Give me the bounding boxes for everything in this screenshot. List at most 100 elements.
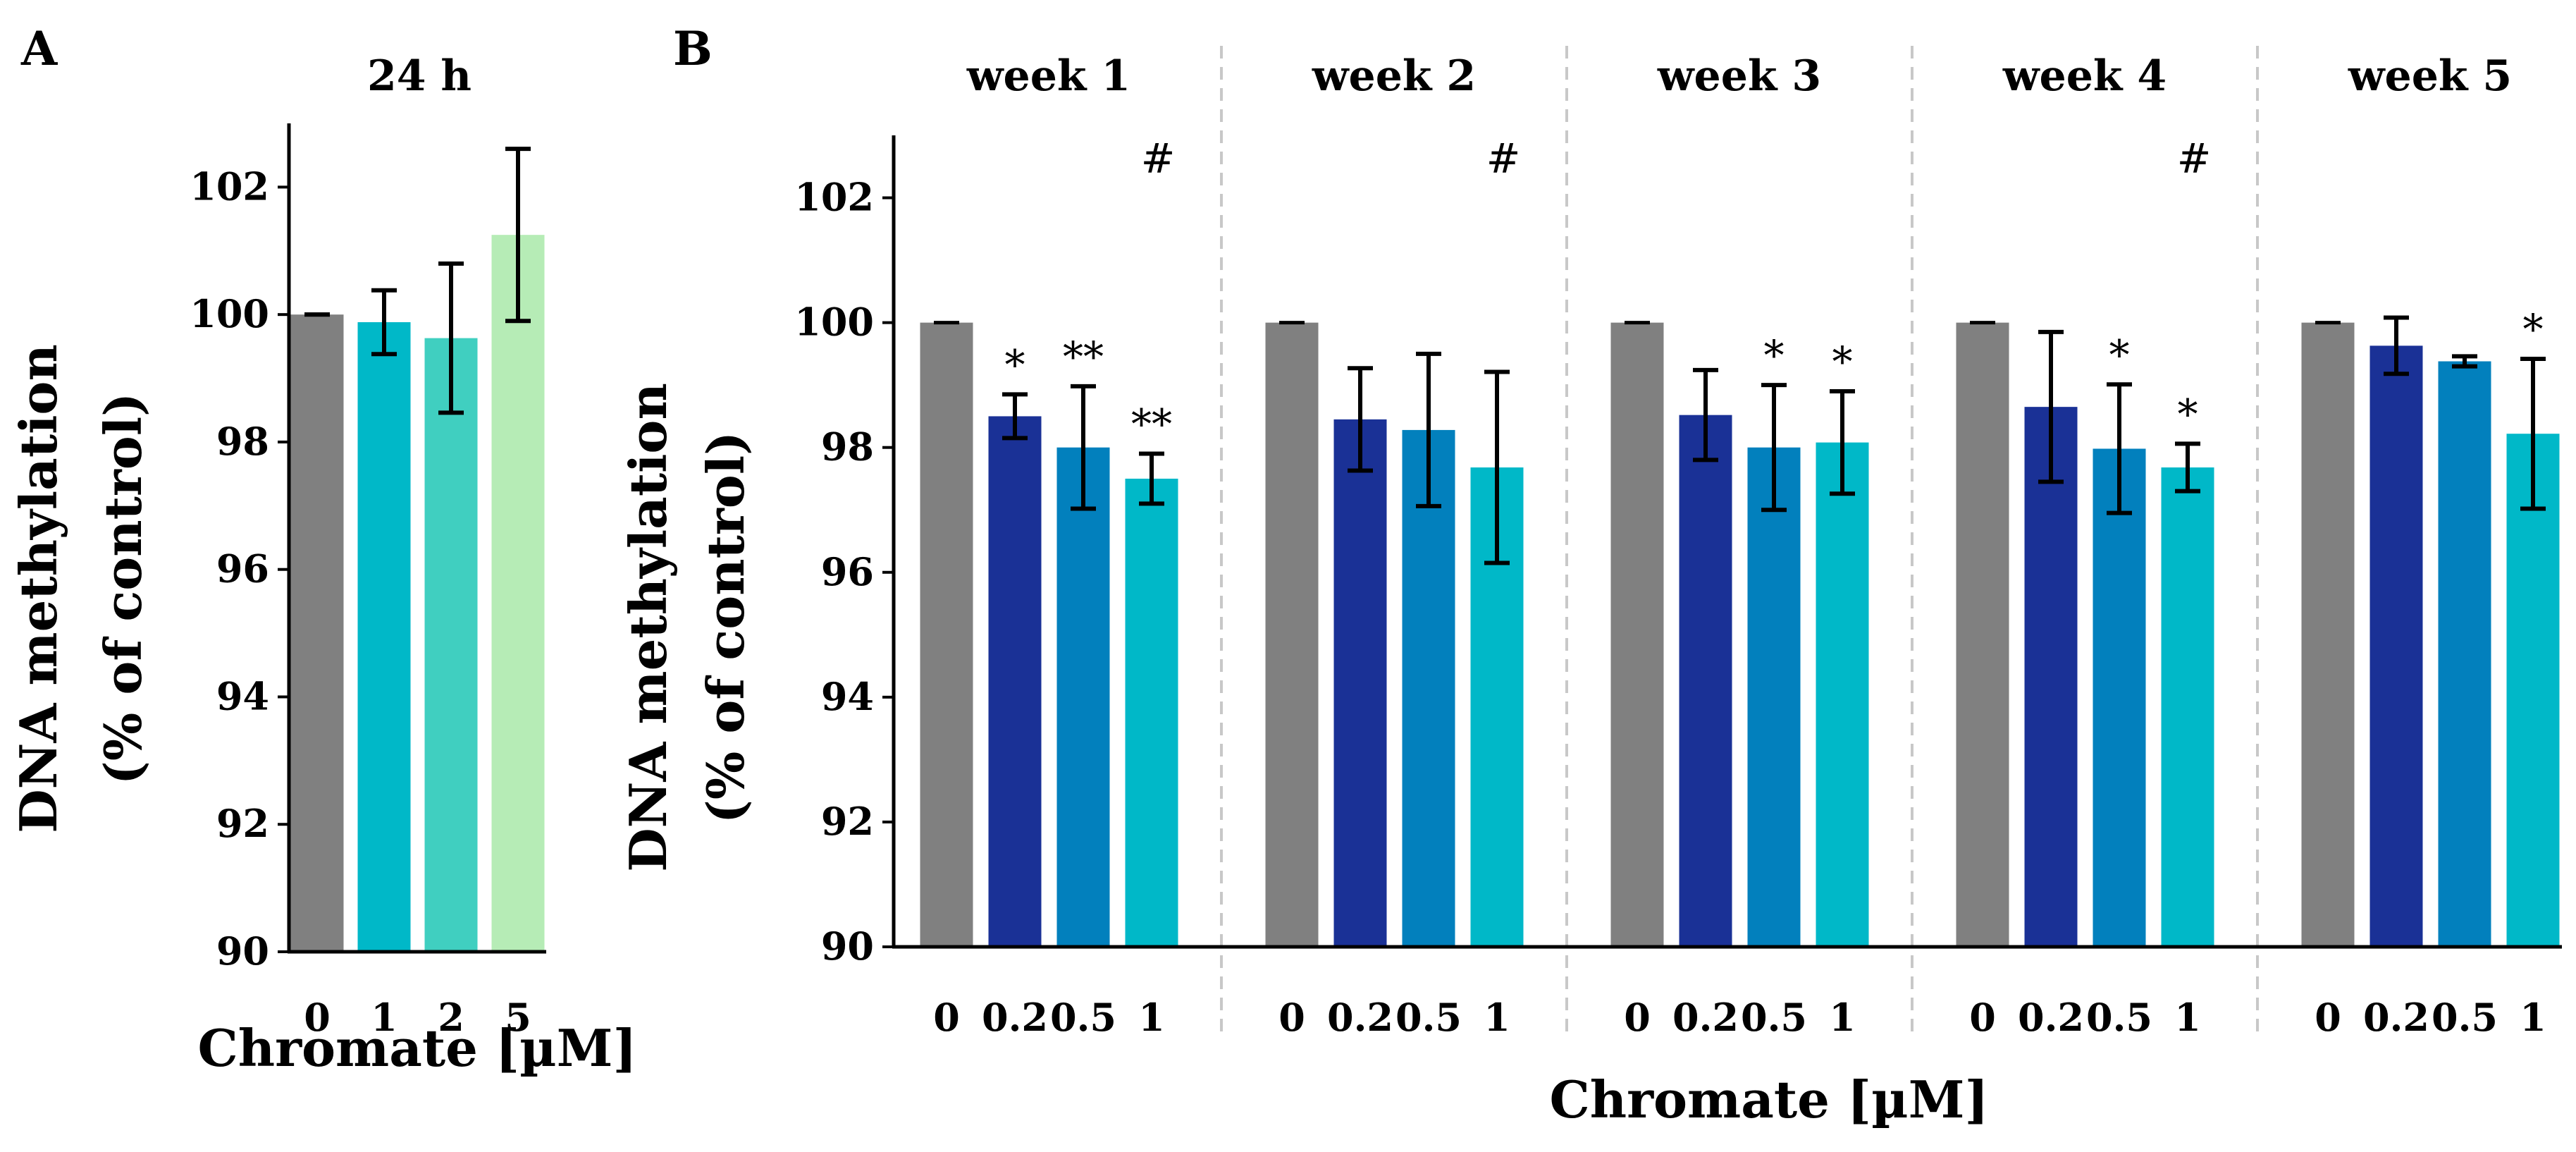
- bar: [988, 416, 1042, 947]
- significance-marker: *: [1764, 331, 1785, 379]
- significance-marker: *: [2109, 331, 2130, 379]
- significance-marker: *: [2523, 305, 2544, 353]
- x-tick-label: 0.5: [1741, 995, 1807, 1040]
- bar: [290, 314, 344, 952]
- error-bar: [1761, 383, 1787, 513]
- significance-marker: *: [1832, 338, 1853, 386]
- bar: [424, 338, 478, 952]
- x-tick-label: 0.5: [2086, 995, 2152, 1040]
- panel-a-ylabel-line2: (% of control): [93, 393, 153, 785]
- x-tick-label: 5: [505, 995, 531, 1040]
- error-bar: [2107, 382, 2132, 515]
- x-tick-label: 0.2: [2363, 995, 2429, 1040]
- bar: [1265, 322, 1319, 948]
- bar: [1679, 415, 1732, 947]
- hash-marker: #: [2177, 135, 2212, 183]
- error-bar: [1348, 366, 1373, 473]
- significance-marker: *: [2178, 390, 2198, 438]
- hash-marker: #: [1486, 135, 1521, 183]
- panel-b-ylabel-line1: DNA methylation: [618, 383, 678, 872]
- panel-label-b: B: [673, 21, 713, 76]
- panel-a-ylabel-line1: DNA methylation: [8, 344, 68, 833]
- error-bar: [1071, 384, 1096, 511]
- y-tick-label: 96: [821, 549, 874, 594]
- y-tick-label: 98: [216, 419, 269, 464]
- error-bar: [505, 147, 531, 324]
- bar: [2024, 407, 2078, 947]
- bar: [1747, 447, 1801, 947]
- week-title: week 1: [966, 51, 1130, 101]
- error-bar: [2520, 356, 2546, 511]
- y-tick-label: 92: [821, 799, 874, 844]
- x-tick-label: 0.5: [1395, 995, 1462, 1040]
- y-tick-label: 100: [794, 300, 874, 345]
- error-bar: [371, 288, 397, 357]
- error-bar: [1002, 392, 1028, 441]
- bar: [1816, 442, 1869, 947]
- x-tick-label: 0.5: [2432, 995, 2498, 1040]
- significance-marker: **: [1063, 333, 1104, 381]
- significance-marker: *: [1005, 341, 1025, 388]
- x-tick-label: 0.2: [2018, 995, 2084, 1040]
- error-bar: [1416, 351, 1441, 508]
- x-tick-label: 1: [371, 995, 398, 1040]
- bar: [357, 322, 411, 952]
- week-title: week 3: [1657, 51, 1821, 101]
- x-tick-label: 1: [2174, 995, 2201, 1040]
- hash-marker: #: [1141, 135, 1176, 183]
- y-tick-label: 102: [190, 164, 269, 209]
- x-tick-label: 1: [2520, 995, 2546, 1040]
- y-tick-label: 94: [821, 674, 874, 719]
- x-tick-label: 0: [1969, 995, 1996, 1040]
- bar: [1610, 322, 1664, 948]
- significance-marker: **: [1131, 400, 1172, 448]
- error-bar: [1484, 369, 1510, 565]
- y-tick-label: 96: [216, 546, 269, 592]
- x-tick-label: 1: [1484, 995, 1510, 1040]
- bar: [2161, 467, 2214, 947]
- x-tick-label: 0: [1624, 995, 1651, 1040]
- error-bar: [1139, 451, 1164, 506]
- week-title: week 2: [1312, 51, 1476, 101]
- error-bar: [2175, 441, 2200, 494]
- error-bar: [438, 261, 464, 415]
- panel-b-xlabel: Chromate [µM]: [1549, 1070, 1988, 1129]
- y-tick-label: 102: [794, 175, 874, 220]
- bar: [2369, 345, 2423, 947]
- panel-a-xlabel: Chromate [µM]: [197, 1018, 636, 1078]
- x-tick-label: 2: [438, 995, 464, 1040]
- bar: [1956, 322, 2009, 948]
- panel-a-title: 24 h: [367, 51, 472, 101]
- x-tick-label: 0: [304, 995, 331, 1040]
- bar: [1056, 447, 1110, 947]
- error-bar: [1830, 389, 1855, 496]
- bar: [2438, 361, 2491, 947]
- bar: [1125, 478, 1178, 947]
- error-bar: [2452, 354, 2477, 369]
- bar: [2093, 448, 2146, 947]
- y-tick-label: 94: [216, 673, 269, 718]
- bar: [2506, 434, 2560, 947]
- x-tick-label: 0.2: [1327, 995, 1393, 1040]
- y-tick-label: 90: [216, 929, 269, 974]
- bar: [2301, 322, 2355, 948]
- error-bar: [2384, 315, 2409, 376]
- x-tick-label: 0.2: [982, 995, 1048, 1040]
- bar: [920, 322, 973, 948]
- x-tick-label: 0: [2315, 995, 2341, 1040]
- y-tick-label: 98: [821, 424, 874, 470]
- panel-b-ylabel-line2: (% of control): [696, 431, 756, 823]
- x-tick-label: 0.2: [1672, 995, 1739, 1040]
- week-title: week 5: [2348, 51, 2512, 101]
- panel-a-chart: 90 92 94 96 98 100 102 0 1 2 5: [190, 123, 546, 1040]
- x-tick-label: 0: [1278, 995, 1305, 1040]
- bar: [1333, 419, 1387, 947]
- error-bar: [1693, 367, 1718, 462]
- x-tick-label: 0: [933, 995, 960, 1040]
- y-tick-label: 90: [821, 924, 874, 969]
- y-tick-label: 92: [216, 801, 269, 846]
- bar: [1402, 429, 1455, 947]
- x-tick-label: 0.5: [1050, 995, 1116, 1040]
